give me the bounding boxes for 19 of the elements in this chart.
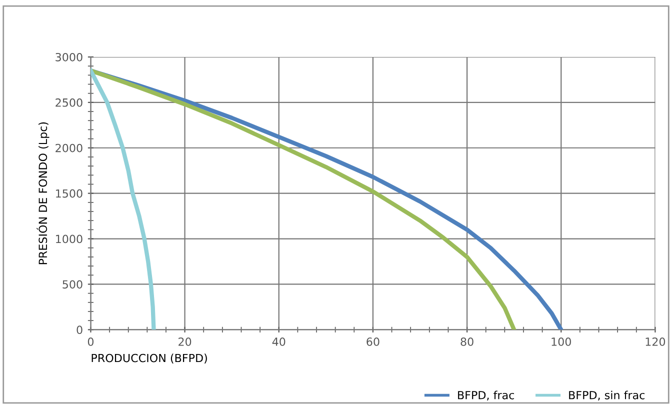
y-axis-title: PRESIÓN DE FONDO (Lpc)	[36, 122, 50, 264]
x-axis-title: PRODUCCION (BFPD)	[92, 354, 207, 364]
x-tick-label: 40	[272, 338, 286, 346]
y-tick-label: 2500	[56, 98, 82, 107]
x-tick-label: 20	[178, 338, 192, 346]
x-tick-label: 80	[460, 338, 474, 346]
x-tick-label: 100	[552, 338, 571, 346]
y-tick-label: 500	[62, 280, 82, 289]
y-tick-label: 2000	[56, 144, 82, 152]
x-tick-label: 60	[366, 338, 380, 346]
x-tick-label: 120	[646, 338, 666, 346]
y-tick-label: 1000	[56, 234, 82, 244]
legend-label: BFPD, frac	[458, 390, 514, 400]
y-tick-label: 0	[76, 326, 82, 334]
y-tick-label: 1500	[56, 189, 82, 198]
line-series	[90, 68, 156, 330]
y-tick-label: 3000	[56, 52, 82, 62]
legend-label: BFPD, sin frac	[569, 390, 645, 400]
x-tick-label: 0	[88, 338, 94, 346]
